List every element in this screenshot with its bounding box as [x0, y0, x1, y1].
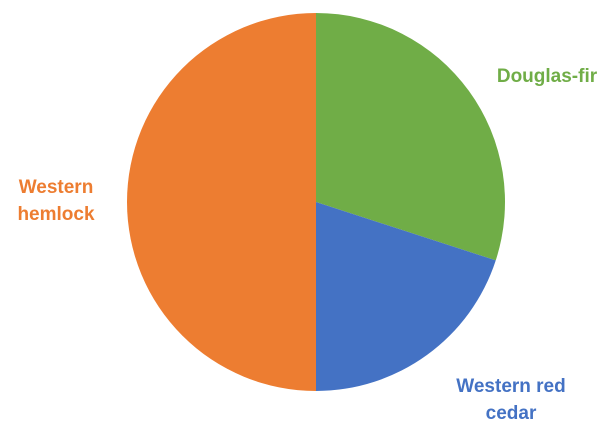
slice-label-western-red-cedar: Western red cedar — [456, 376, 565, 424]
pie-slices — [127, 13, 505, 391]
slice-label-line: Douglas-fir — [497, 66, 598, 87]
pie-slice-western-red-cedar — [316, 202, 496, 391]
slice-label-line: hemlock — [17, 204, 95, 225]
slice-label-douglas-fir: Douglas-fir — [497, 66, 598, 87]
pie-slice-douglas-fir — [316, 13, 505, 261]
pie-slice-western-hemlock — [127, 13, 316, 391]
slice-label-line: Western — [19, 177, 94, 198]
slice-label-line: cedar — [486, 403, 537, 424]
slice-label-line: Western red — [456, 376, 565, 397]
slice-label-western-hemlock: Western hemlock — [17, 177, 95, 225]
slice-labels: Douglas-fir Western red cedar Western hemloc… — [17, 66, 597, 424]
